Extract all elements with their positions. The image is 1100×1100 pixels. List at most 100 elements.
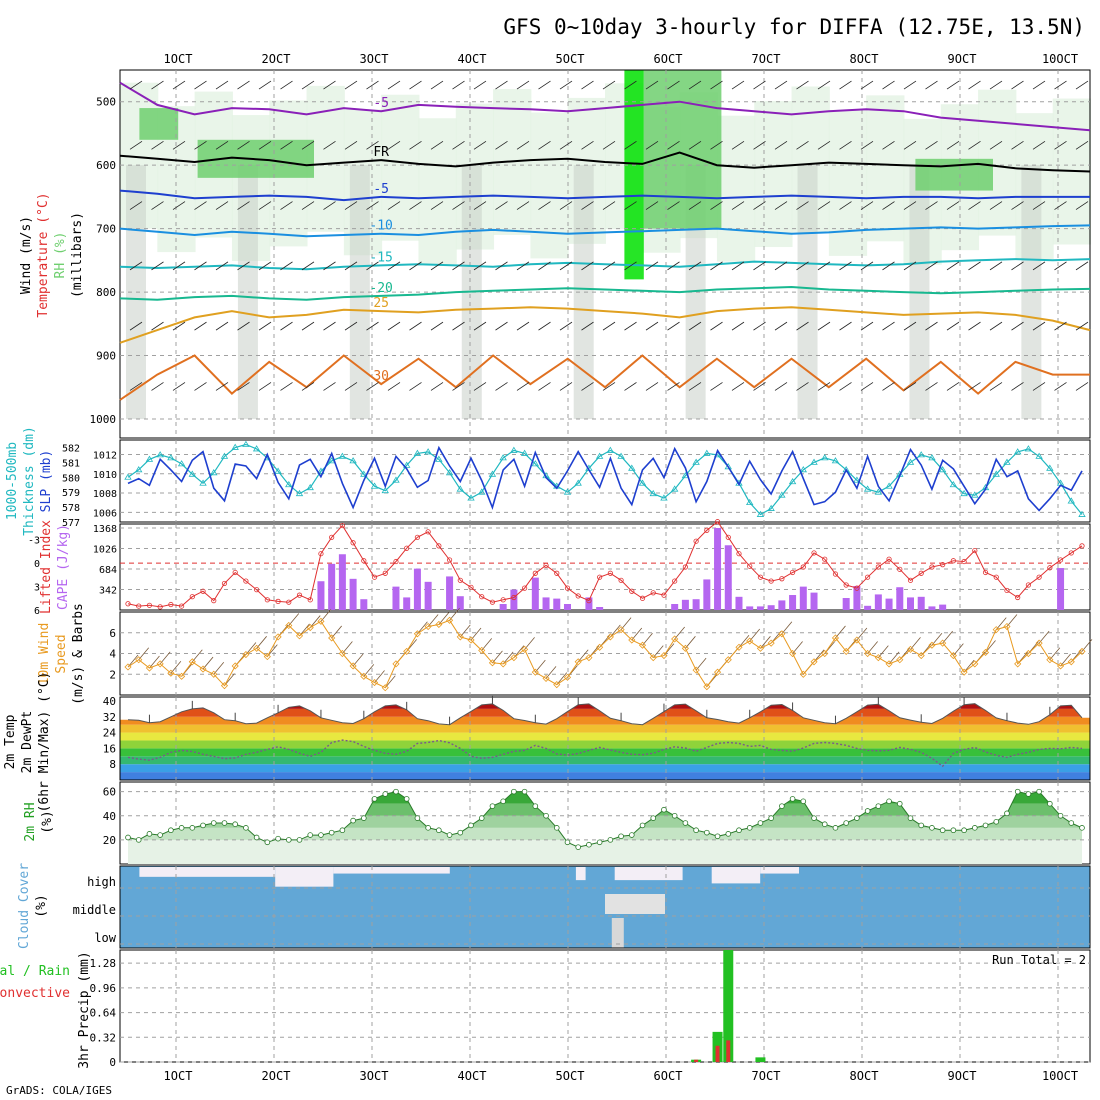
x-tick-label-bottom: 1OCT (164, 1069, 193, 1083)
wind-barb (384, 675, 396, 688)
wind-barb (882, 321, 895, 331)
thickness-point (617, 452, 625, 459)
wind-barb (946, 140, 960, 150)
wind-speed-point (885, 660, 893, 668)
wind-barb (1011, 140, 1024, 150)
slp-tick-label: 1006 (93, 508, 117, 519)
wind-speed-point (960, 668, 968, 676)
wind-barb (559, 201, 573, 210)
wind-barb (860, 261, 874, 271)
precip-tick-label: 0 (109, 1056, 116, 1069)
wind-speed-point (1003, 622, 1011, 631)
li-point (768, 578, 774, 584)
wind-barb (473, 201, 487, 210)
cross-section-ylabel: Wind (m/s) (19, 216, 34, 294)
x-tick-label-top: 8OCT (850, 52, 879, 66)
wind-speed-point (971, 660, 979, 668)
li-point (436, 543, 442, 549)
wind-barb (438, 612, 450, 625)
thickness-tick-label: 582 (62, 443, 80, 454)
thickness-point (285, 480, 293, 488)
x-tick-label-bottom: 3OCT (360, 1069, 389, 1083)
wind-barb (559, 140, 573, 150)
cloud-level-label: high (87, 875, 116, 889)
thickness-tick-label: 580 (62, 473, 80, 484)
wind-barb (989, 261, 1003, 271)
rh-shade (381, 94, 420, 241)
thickness-point (971, 491, 979, 498)
wind-barb (215, 140, 229, 150)
thickness-point (370, 482, 379, 489)
cape-bar (424, 581, 432, 610)
thickness-point (445, 469, 454, 476)
rh-point (661, 806, 667, 813)
contour-label: FR (373, 145, 389, 160)
thickness-point (1013, 448, 1022, 455)
li-point (425, 529, 431, 535)
wind-barb (931, 632, 943, 646)
wind-barb (642, 632, 653, 646)
wind-speed-point (403, 647, 411, 655)
wind-barb (1032, 80, 1046, 90)
slp-line (127, 445, 1083, 512)
rh-point (939, 827, 946, 834)
wind-barb (685, 636, 696, 649)
li-point (1047, 565, 1053, 571)
wind-barb (237, 201, 250, 210)
rh-shade (828, 109, 868, 256)
cape-bar (499, 604, 507, 610)
wind-speed-point (435, 620, 443, 629)
precip-tick-label: 1.28 (90, 957, 117, 970)
rh-point (864, 808, 871, 814)
rh-point (532, 803, 539, 809)
thickness-point (177, 460, 186, 467)
cape-bar (810, 592, 818, 610)
wind-speed-point (1046, 656, 1054, 664)
wind-barb (559, 80, 573, 90)
wind-barb (968, 140, 981, 150)
thickness-point (649, 489, 657, 497)
wind-speed-point (220, 682, 229, 690)
wind-speed-point (617, 626, 625, 634)
rh-point (896, 800, 903, 807)
wind-barb (695, 657, 707, 671)
rh-point (586, 841, 592, 848)
wind-barb (856, 627, 868, 641)
li-point (586, 598, 592, 604)
li-point (275, 598, 281, 605)
wind-barb (1049, 647, 1061, 660)
rh-point (135, 837, 142, 843)
wind-speed-point (596, 643, 604, 651)
pressure-tick-label: 800 (96, 286, 116, 299)
thickness-point (842, 466, 850, 473)
temp-line (127, 703, 1083, 726)
precip-ylabel-units: 3hr Precip (mm) (77, 951, 92, 1068)
thickness-point (156, 451, 164, 458)
cape-bar (328, 563, 336, 610)
wind-barb (903, 140, 917, 150)
thickness-point (1024, 445, 1033, 452)
wind-barb (1038, 630, 1050, 644)
wind-speed-point (713, 668, 722, 676)
rh-point (832, 825, 839, 831)
rh-point (789, 796, 796, 802)
wind-barb (280, 140, 293, 150)
wind-barb (760, 636, 771, 649)
thickness-point (799, 466, 808, 473)
wind-barb (280, 201, 293, 210)
wind-speed-point (606, 633, 614, 641)
slp-ylabel: SLP (mb) (39, 450, 54, 513)
thickness-point (295, 489, 304, 497)
temp-band (120, 724, 1090, 733)
wind-barb (652, 645, 664, 658)
thickness-point (885, 482, 893, 489)
wind-barb (409, 140, 422, 150)
wind-barb (989, 321, 1003, 331)
wind-barb (495, 140, 508, 150)
wind-barb (1075, 80, 1089, 90)
li-point (789, 569, 796, 576)
rh-point (436, 827, 442, 834)
cape-bar (531, 577, 539, 610)
rh-shade (716, 115, 756, 262)
slp-frame (119, 439, 1091, 523)
